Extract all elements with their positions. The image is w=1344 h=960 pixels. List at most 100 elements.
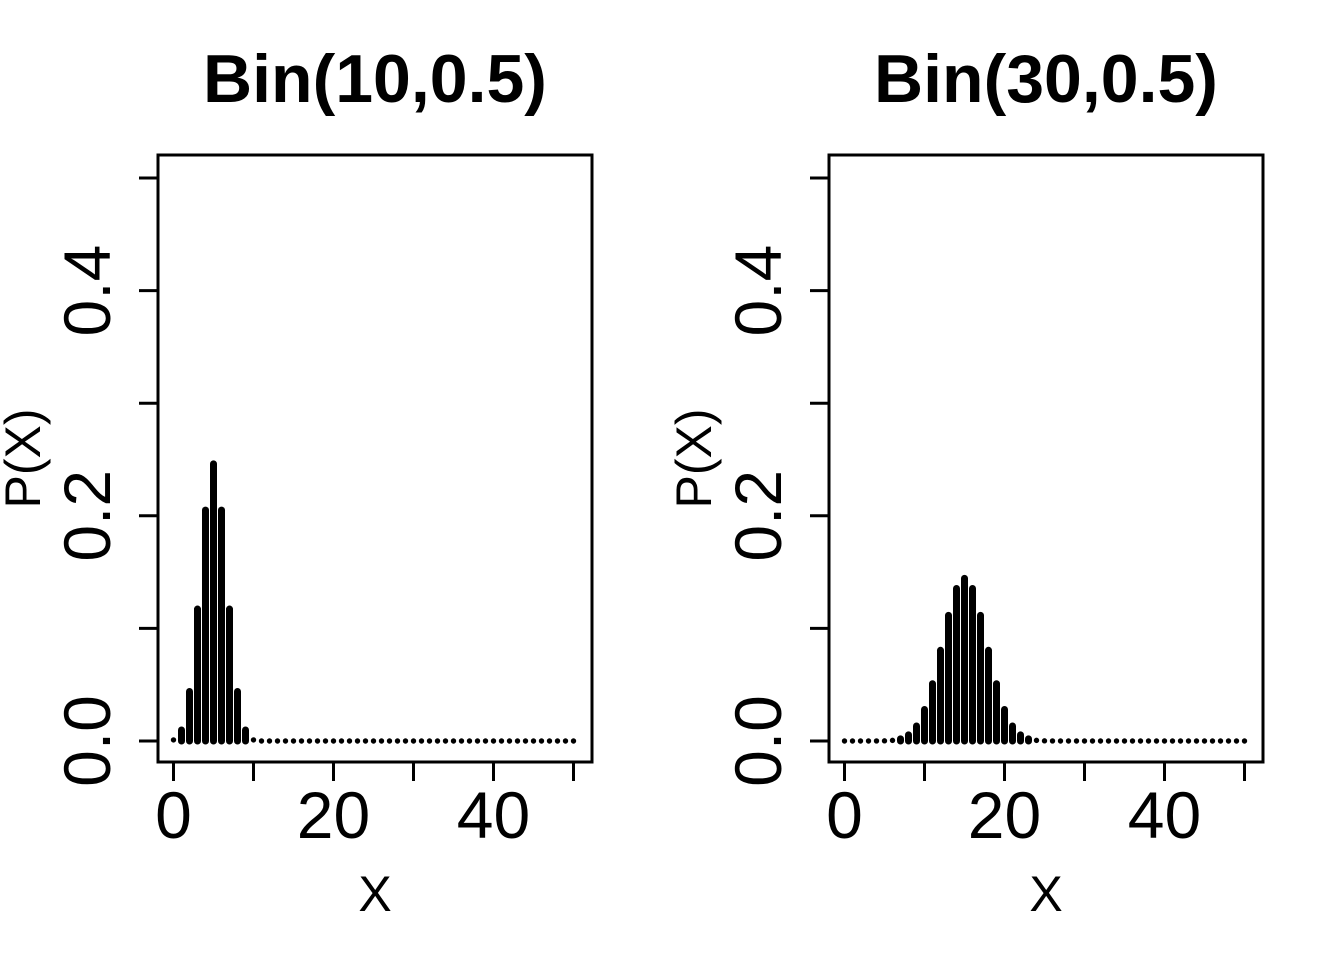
x-axis-title: X <box>1029 866 1062 922</box>
pmf-point <box>889 737 896 744</box>
pmf-point <box>1057 738 1064 744</box>
y-axis-title: P(X) <box>0 409 51 509</box>
y-axis-title: P(X) <box>666 409 722 509</box>
pmf-point <box>977 612 984 619</box>
pmf-point <box>330 738 337 744</box>
pmf-point <box>1017 732 1024 738</box>
y-tick-label: 0.4 <box>50 245 124 337</box>
pmf-point <box>881 738 888 744</box>
pmf-point <box>538 738 545 744</box>
pmf-point <box>250 737 257 743</box>
pmf-point <box>1161 738 1168 744</box>
pmf-point <box>1065 738 1072 744</box>
pmf-point <box>490 738 497 744</box>
pmf-point <box>1025 736 1032 742</box>
pmf-point <box>258 738 265 744</box>
panel-bin-30-0-5-: 0 20 40 0.0 0.2 0.4 Bin(30,0.5) X P(X) <box>666 41 1265 922</box>
pmf-point <box>322 738 329 744</box>
x-tick-label: 40 <box>1128 778 1201 852</box>
pmf-point <box>338 738 345 744</box>
pmf-point <box>1153 738 1160 744</box>
pmf-point <box>1073 738 1080 744</box>
pmf-point <box>458 738 465 744</box>
pmf-point <box>570 738 577 744</box>
pmf-point <box>474 738 481 744</box>
pmf-point <box>314 738 321 744</box>
pmf-point <box>1121 738 1128 744</box>
pmf-point <box>210 461 217 467</box>
y-tick-label: 0.2 <box>721 470 795 562</box>
x-tick-label: 20 <box>968 778 1041 852</box>
pmf-point <box>194 606 201 612</box>
pmf-point <box>530 738 537 744</box>
pmf-point <box>354 738 361 744</box>
pmf-point <box>953 585 960 592</box>
pmf-point <box>1225 738 1232 744</box>
pmf-point <box>562 738 569 744</box>
y-tick-label: 0.4 <box>721 245 795 337</box>
pmf-point <box>282 738 289 744</box>
pmf-point <box>434 738 441 744</box>
pmf-point <box>1233 738 1240 744</box>
pmf-point <box>298 738 305 744</box>
pmf-stems <box>897 574 1032 745</box>
pmf-point <box>242 727 249 733</box>
pmf-point <box>402 738 409 744</box>
pmf-point <box>410 738 417 744</box>
plot-title: Bin(30,0.5) <box>874 41 1218 117</box>
y-tick-label: 0.0 <box>721 695 795 787</box>
pmf-point <box>993 681 1000 687</box>
pmf-point <box>450 738 457 744</box>
pmf-point <box>362 738 369 744</box>
pmf-point <box>1201 738 1208 744</box>
pmf-point <box>897 736 904 742</box>
pmf-point <box>985 647 992 653</box>
pmf-point <box>522 738 529 744</box>
pmf-point <box>921 706 928 713</box>
x-tick-label: 0 <box>155 778 192 852</box>
x-tick-label: 40 <box>457 778 530 852</box>
pmf-point <box>418 738 425 744</box>
pmf-point <box>442 738 449 744</box>
plot-box <box>156 153 594 764</box>
pmf-point <box>1209 738 1216 744</box>
pmf-point <box>218 507 225 513</box>
pmf-point <box>945 612 952 619</box>
pmf-point <box>498 738 505 744</box>
pmf-point <box>394 738 401 744</box>
pmf-point <box>1081 738 1088 744</box>
pmf-point <box>370 738 377 744</box>
pmf-point <box>1193 738 1200 744</box>
pmf-point <box>186 688 193 695</box>
pmf-point <box>514 738 521 744</box>
pmf-point <box>1105 738 1112 744</box>
pmf-point <box>1137 738 1144 744</box>
pmf-point <box>865 738 872 744</box>
pmf-point <box>929 681 936 687</box>
pmf-point <box>178 727 185 733</box>
pmf-point <box>346 738 353 744</box>
plot-box <box>827 153 1265 764</box>
pmf-point <box>234 688 241 695</box>
pmf-point <box>1129 738 1136 744</box>
pmf-point <box>1145 738 1152 744</box>
pmf-point <box>202 507 209 513</box>
plot-title: Bin(10,0.5) <box>203 41 547 117</box>
y-tick-label: 0.2 <box>50 470 124 562</box>
pmf-point <box>1097 738 1104 744</box>
pmf-point <box>378 738 385 744</box>
pmf-point <box>873 738 880 744</box>
y-tick-label: 0.0 <box>50 695 124 787</box>
pmf-points <box>170 461 577 744</box>
pmf-points <box>841 575 1248 744</box>
pmf-point <box>1049 738 1056 744</box>
pmf-point <box>961 575 968 582</box>
pmf-point <box>1241 738 1248 744</box>
pmf-point <box>386 738 393 744</box>
pmf-point <box>426 738 433 744</box>
pmf-point <box>849 738 856 744</box>
pmf-point <box>1185 738 1192 744</box>
pmf-point <box>1169 738 1176 744</box>
x-axis-title: X <box>358 866 391 922</box>
x-tick-label: 0 <box>826 778 863 852</box>
